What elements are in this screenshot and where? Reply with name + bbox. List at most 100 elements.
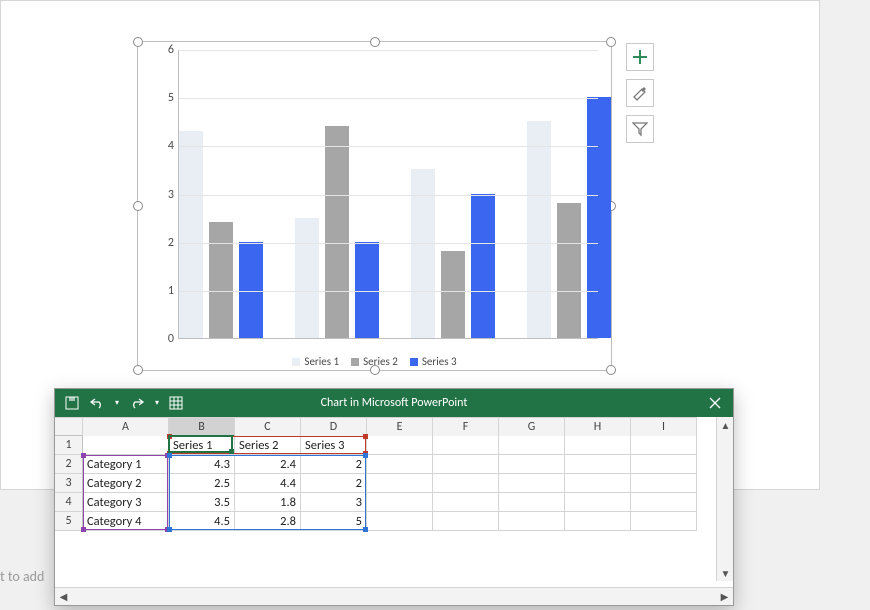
cell[interactable]: Category 2	[83, 474, 169, 493]
cell[interactable]	[433, 512, 499, 531]
cell[interactable]	[499, 455, 565, 474]
chart-elements-button[interactable]	[626, 43, 654, 71]
cell[interactable]: 2	[301, 455, 367, 474]
row-header[interactable]: 1	[55, 436, 83, 455]
cell[interactable]	[499, 512, 565, 531]
cell[interactable]	[631, 455, 697, 474]
cell[interactable]	[433, 455, 499, 474]
cell[interactable]	[367, 512, 433, 531]
cell[interactable]	[499, 493, 565, 512]
resize-handle-ml[interactable]	[133, 201, 143, 211]
column-header[interactable]: A	[83, 418, 169, 437]
resize-handle-tr[interactable]	[606, 37, 616, 47]
column-header[interactable]: G	[499, 418, 565, 437]
undo-dropdown-icon[interactable]: ▾	[115, 398, 119, 408]
save-icon[interactable]	[65, 396, 79, 410]
cell[interactable]	[631, 493, 697, 512]
cell[interactable]	[565, 493, 631, 512]
legend-item[interactable]: Series 1	[292, 355, 339, 368]
cell[interactable]: Category 4	[83, 512, 169, 531]
scroll-left-icon[interactable]: ◀	[55, 588, 72, 605]
cell[interactable]	[499, 436, 565, 455]
bar[interactable]	[355, 242, 379, 338]
bar[interactable]	[209, 222, 233, 338]
bar[interactable]	[471, 194, 495, 339]
cell[interactable]: 5	[301, 512, 367, 531]
column-header[interactable]: B	[169, 418, 235, 437]
cell[interactable]: 3.5	[169, 493, 235, 512]
row-header[interactable]: 4	[55, 493, 83, 512]
vertical-scrollbar[interactable]: ▲ ▼	[716, 417, 733, 581]
cell[interactable]: Series 2	[235, 436, 301, 455]
cell[interactable]	[565, 436, 631, 455]
cell[interactable]: Category 1	[83, 455, 169, 474]
bar[interactable]	[179, 131, 203, 338]
cell[interactable]: 2.8	[235, 512, 301, 531]
cell[interactable]	[565, 512, 631, 531]
cell[interactable]: 2.5	[169, 474, 235, 493]
chart-filter-button[interactable]	[626, 115, 654, 143]
excel-grid[interactable]: ABCDEFGHI 12345 Series 1Series 2Series 3…	[55, 417, 733, 581]
bar[interactable]	[441, 251, 465, 338]
cell[interactable]: Series 3	[301, 436, 367, 455]
column-header[interactable]: D	[301, 418, 367, 437]
legend-item[interactable]: Series 2	[351, 355, 398, 368]
bar[interactable]	[557, 203, 581, 338]
cell[interactable]	[631, 474, 697, 493]
cell[interactable]	[367, 455, 433, 474]
resize-handle-tm[interactable]	[370, 37, 380, 47]
cell[interactable]	[631, 512, 697, 531]
cell[interactable]: Category 3	[83, 493, 169, 512]
cell[interactable]: 2.4	[235, 455, 301, 474]
cell[interactable]	[433, 493, 499, 512]
excel-titlebar[interactable]: ▾ ▾ Chart in Microsoft PowerPoint	[55, 389, 733, 417]
cell[interactable]: 1.8	[235, 493, 301, 512]
cell[interactable]	[367, 493, 433, 512]
cell[interactable]	[499, 474, 565, 493]
chart-plot-area[interactable]	[178, 50, 598, 339]
scroll-right-icon[interactable]: ▶	[716, 588, 733, 605]
legend-item[interactable]: Series 3	[410, 355, 457, 368]
cell[interactable]	[433, 474, 499, 493]
cell[interactable]: 3	[301, 493, 367, 512]
row-header[interactable]: 3	[55, 474, 83, 493]
chart-styles-button[interactable]	[626, 79, 654, 107]
bar[interactable]	[587, 97, 611, 338]
chart-legend[interactable]: Series 1 Series 2 Series 3	[138, 355, 611, 368]
select-data-icon[interactable]	[169, 396, 183, 410]
horizontal-scrollbar[interactable]: ◀ ▶	[55, 587, 733, 605]
cell[interactable]	[565, 455, 631, 474]
column-header[interactable]: C	[235, 418, 301, 437]
cell[interactable]	[83, 436, 169, 455]
redo-icon[interactable]	[129, 396, 145, 410]
undo-icon[interactable]	[89, 396, 105, 410]
cell[interactable]: 4.3	[169, 455, 235, 474]
bar[interactable]	[527, 121, 551, 338]
cell[interactable]: Series 1	[169, 436, 235, 455]
cell[interactable]	[433, 436, 499, 455]
close-button[interactable]	[705, 393, 725, 413]
cell[interactable]	[631, 436, 697, 455]
column-header[interactable]: E	[367, 418, 433, 437]
column-header[interactable]: F	[433, 418, 499, 437]
excel-data-window[interactable]: ▾ ▾ Chart in Microsoft PowerPoint ABCDEF…	[54, 388, 734, 606]
bar[interactable]	[325, 126, 349, 338]
row-header[interactable]: 5	[55, 512, 83, 531]
cell[interactable]	[367, 474, 433, 493]
cell[interactable]	[565, 474, 631, 493]
cell[interactable]: 4.4	[235, 474, 301, 493]
scroll-up-icon[interactable]: ▲	[717, 417, 734, 433]
column-header[interactable]: I	[631, 418, 697, 437]
resize-handle-tl[interactable]	[133, 37, 143, 47]
cell[interactable]: 4.5	[169, 512, 235, 531]
column-header[interactable]: H	[565, 418, 631, 437]
select-all-corner[interactable]	[55, 417, 83, 436]
bar[interactable]	[295, 218, 319, 338]
chart-object[interactable]: Series 1Series 2Series 3 0123456	[137, 41, 612, 371]
bar[interactable]	[239, 242, 263, 338]
row-header[interactable]: 2	[55, 455, 83, 474]
redo-dropdown-icon[interactable]: ▾	[155, 398, 159, 408]
scroll-down-icon[interactable]: ▼	[717, 565, 734, 581]
cell[interactable]	[367, 436, 433, 455]
cell[interactable]: 2	[301, 474, 367, 493]
